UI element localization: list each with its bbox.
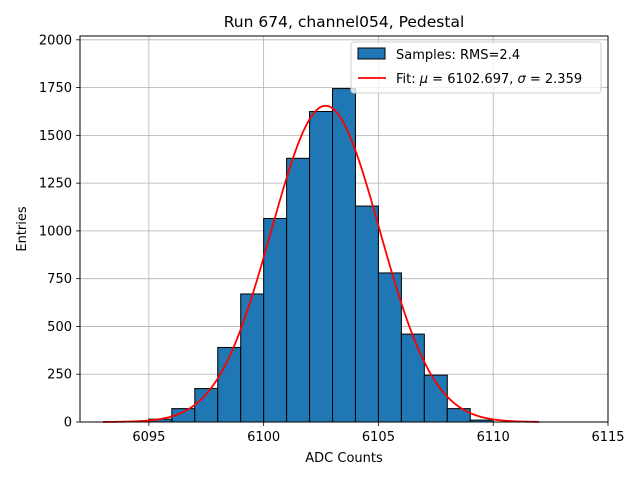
y-tick-label: 1750	[39, 81, 72, 96]
legend-label-samples: Samples: RMS=2.4	[396, 48, 520, 63]
plot-frame	[79, 35, 609, 423]
y-axis-label: Entries	[15, 206, 30, 252]
chart-title: Run 674, channel054, Pedestal	[224, 13, 465, 31]
gaussian-fit-curve	[102, 104, 540, 423]
x-tick-label: 6100	[247, 430, 280, 445]
x-tick-label: 6105	[362, 430, 395, 445]
histogram-bar	[263, 217, 288, 423]
x-tick-label: 6115	[591, 430, 624, 445]
y-tick-label: 1000	[39, 224, 72, 239]
y-tick-label: 0	[64, 416, 72, 431]
histogram-bars	[148, 88, 494, 423]
y-tick-label: 1250	[39, 177, 72, 192]
x-tick-label: 6095	[132, 430, 165, 445]
histogram-bar	[400, 333, 425, 423]
legend-fit-sigma-symbol: σ	[518, 72, 527, 87]
histogram-bar	[240, 293, 265, 423]
y-tick-label: 1500	[39, 129, 72, 144]
legend-label-fit: Fit: μ = 6102.697, σ = 2.359	[396, 72, 582, 87]
x-tick-label: 6110	[477, 430, 510, 445]
legend: Samples: RMS=2.4 Fit: μ = 6102.697, σ = …	[350, 41, 602, 94]
legend-swatch-samples	[357, 47, 386, 60]
legend-box	[350, 41, 602, 94]
legend-fit-mu-symbol: μ	[419, 72, 428, 87]
axis-ticks: 6095 6100 6105 6110 6115 0 250 500 750 1000 1250 15…	[39, 33, 625, 445]
histogram-bar	[309, 110, 334, 423]
legend-fit-mu-value: = 6102.697,	[428, 72, 517, 87]
y-tick-label: 500	[47, 320, 72, 335]
histogram-bar	[354, 205, 379, 423]
histogram-bar	[286, 157, 311, 423]
y-tick-label: 2000	[39, 33, 72, 48]
x-axis-label: ADC Counts	[305, 451, 383, 466]
fit-curve-group	[102, 104, 540, 423]
y-tick-label: 750	[47, 272, 72, 287]
legend-fit-sigma-value: = 2.359	[526, 72, 582, 87]
histogram-bar	[332, 88, 356, 423]
legend-fit-prefix: Fit:	[396, 72, 420, 87]
y-tick-label: 250	[47, 368, 72, 383]
